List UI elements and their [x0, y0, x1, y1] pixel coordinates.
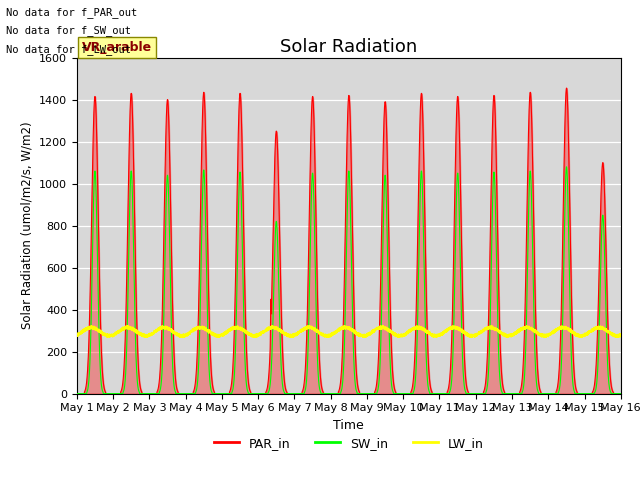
- Y-axis label: Solar Radiation (umol/m2/s, W/m2): Solar Radiation (umol/m2/s, W/m2): [20, 122, 33, 329]
- Text: No data for f_LW_out: No data for f_LW_out: [6, 44, 131, 55]
- Title: Solar Radiation: Solar Radiation: [280, 38, 417, 56]
- X-axis label: Time: Time: [333, 419, 364, 432]
- Text: No data for f_SW_out: No data for f_SW_out: [6, 25, 131, 36]
- Text: No data for f_PAR_out: No data for f_PAR_out: [6, 7, 138, 18]
- Text: VR_arable: VR_arable: [82, 41, 152, 54]
- Legend: PAR_in, SW_in, LW_in: PAR_in, SW_in, LW_in: [209, 432, 489, 455]
